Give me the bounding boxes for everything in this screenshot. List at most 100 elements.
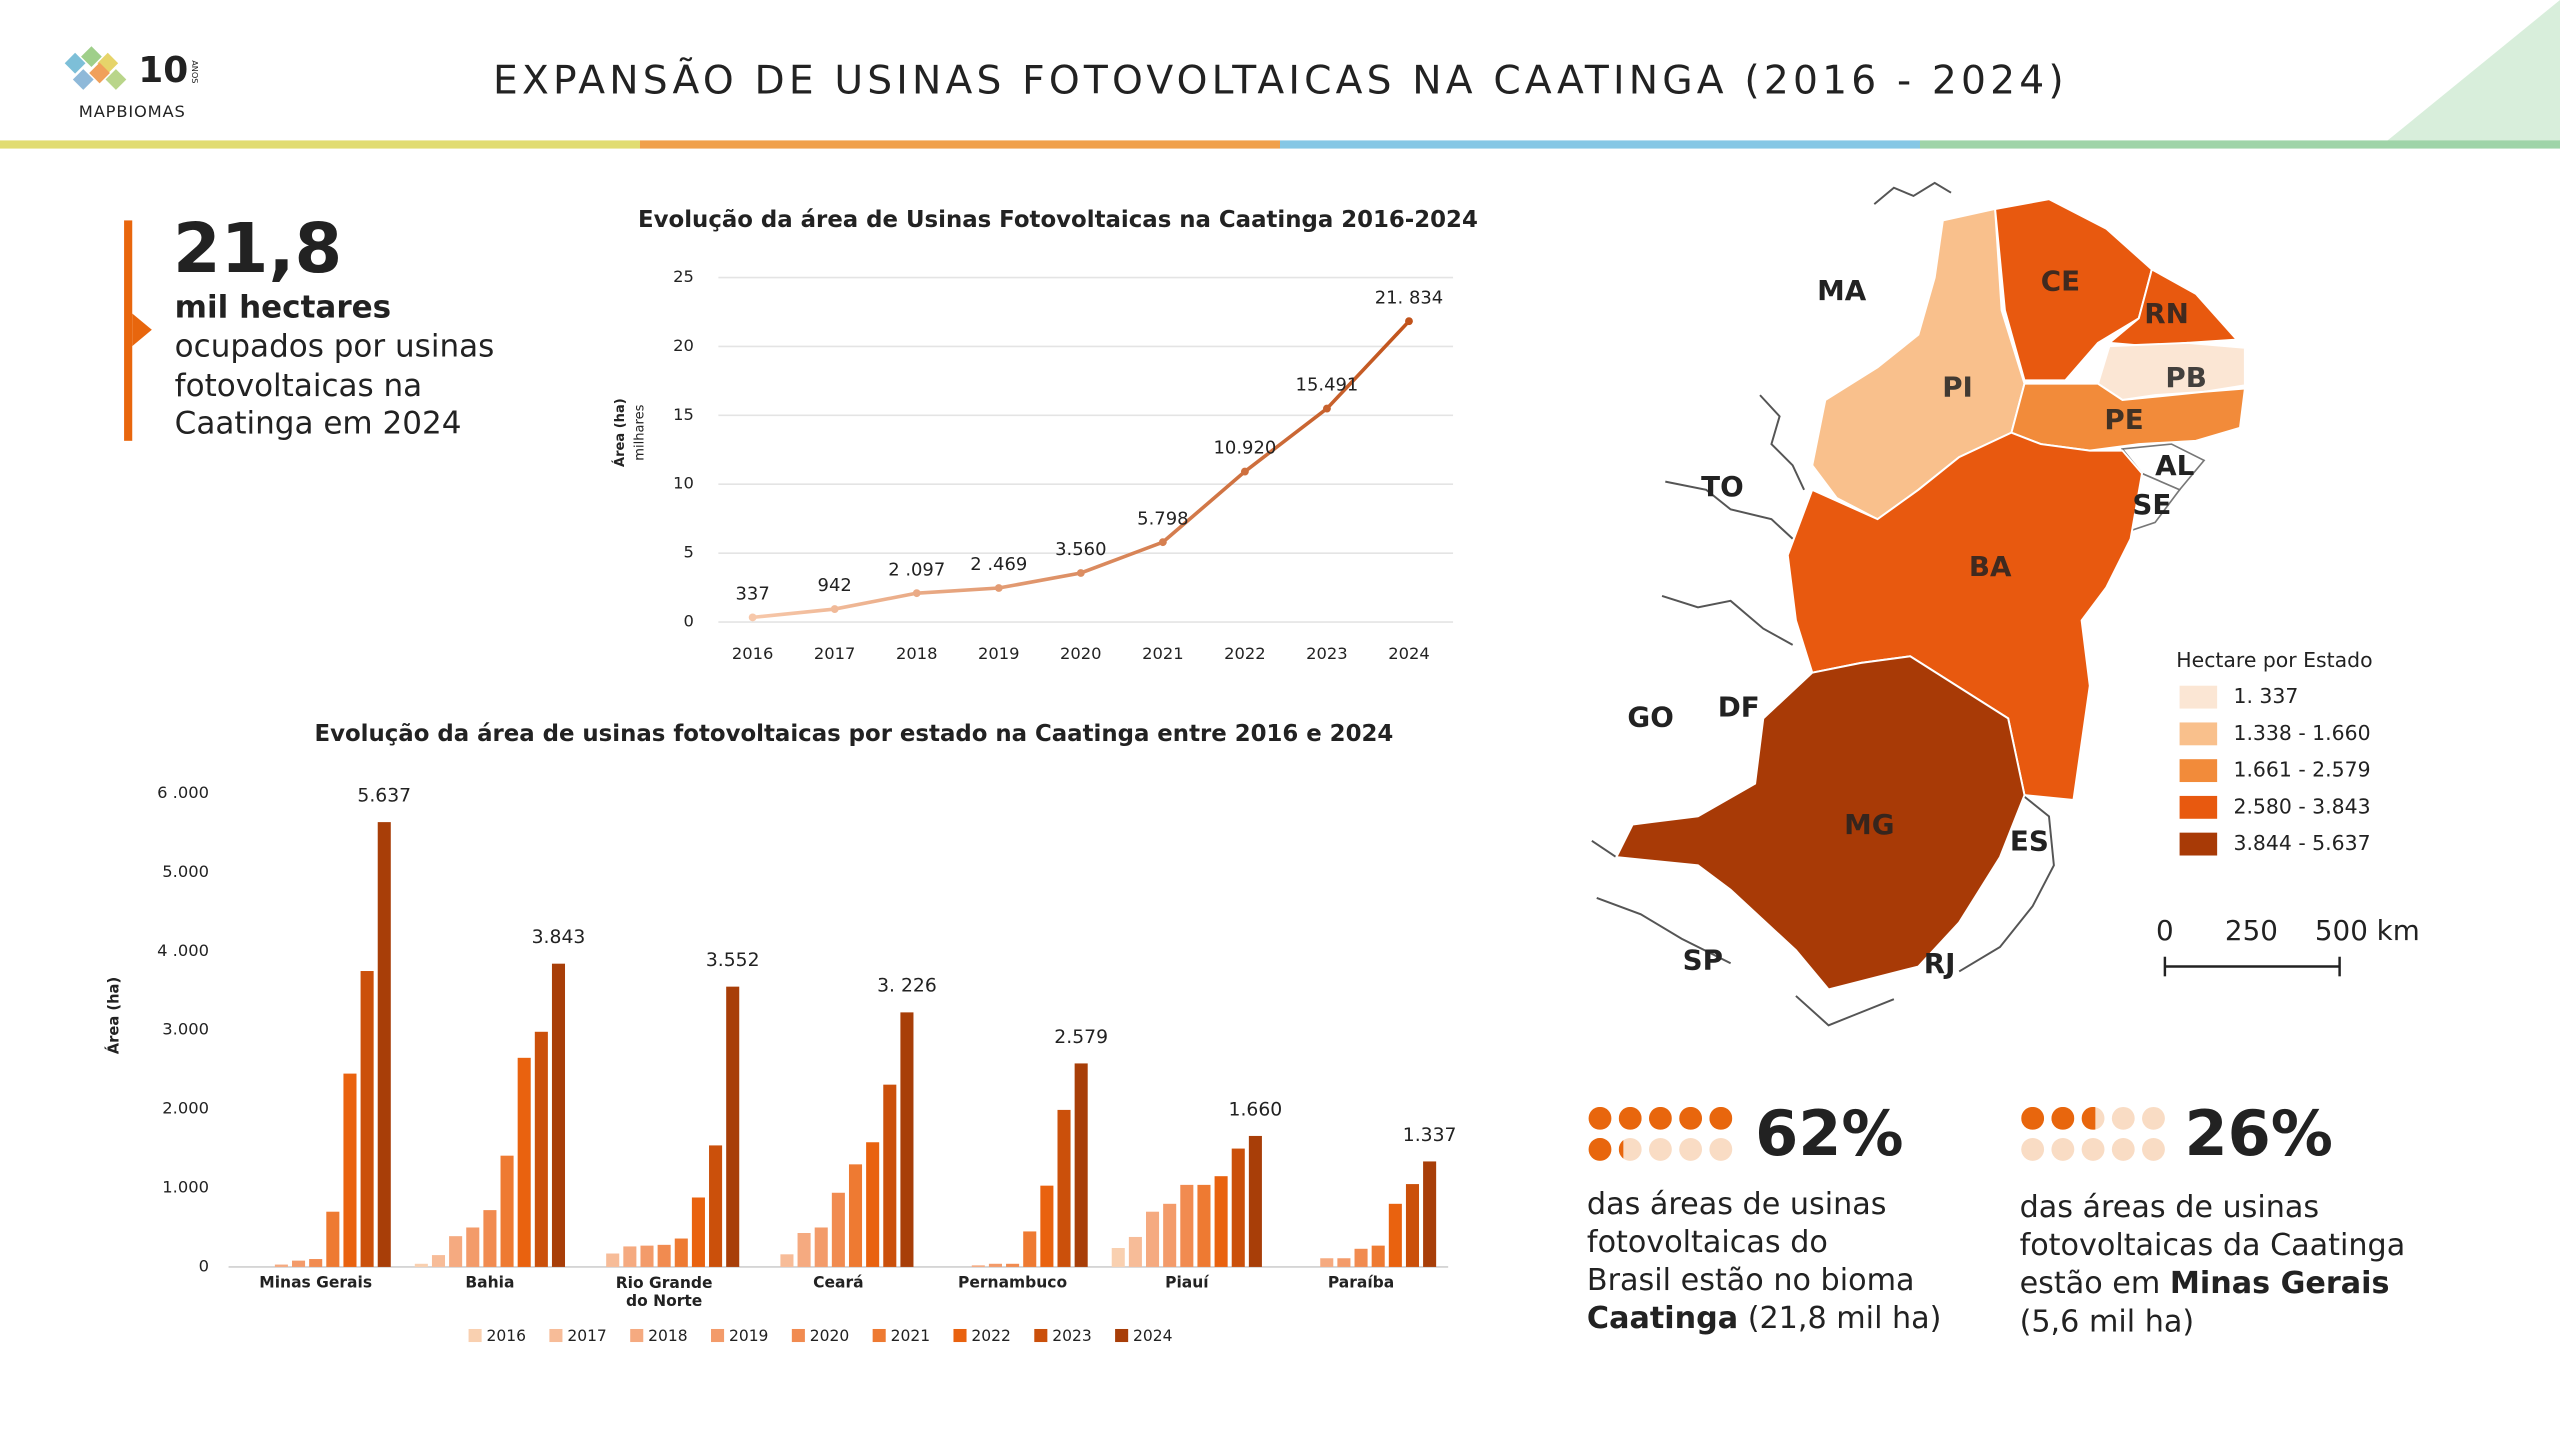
dot — [1618, 1137, 1642, 1161]
bar — [1040, 1185, 1054, 1267]
dot — [2021, 1106, 2045, 1130]
bar — [674, 1238, 688, 1267]
legend-label: 2021 — [891, 1327, 930, 1345]
bar — [360, 971, 374, 1267]
x-tick-label: Minas Gerais — [259, 1274, 372, 1292]
bar — [1231, 1148, 1245, 1267]
stat-text: (5,6 mil ha) — [2020, 1304, 2195, 1339]
legend-label: 2023 — [1052, 1327, 1091, 1345]
bar — [431, 1255, 446, 1267]
state-label: PB — [2165, 361, 2206, 394]
y-tick-label: 6 .000 — [157, 783, 209, 802]
bar — [814, 1227, 828, 1267]
stat-text-part: das áreas de usinas — [1587, 1186, 1887, 1221]
bar — [691, 1197, 705, 1267]
y-tick-label: 10 — [673, 474, 694, 493]
x-tick-label: 2024 — [1388, 644, 1430, 663]
bar — [848, 1164, 863, 1267]
y-tick-label: 3.000 — [162, 1020, 209, 1039]
bar — [1074, 1063, 1088, 1267]
legend-label: 2018 — [648, 1327, 687, 1345]
data-label: 10.920 — [1214, 438, 1277, 459]
state-label: DF — [1718, 691, 1760, 724]
bar — [988, 1263, 1002, 1267]
legend-label: 2.580 - 3.843 — [2233, 794, 2370, 818]
bar — [1423, 1161, 1437, 1267]
data-label: 1.337 — [1403, 1125, 1457, 1146]
y-tick-label: 20 — [673, 336, 694, 355]
data-label: 5.798 — [1137, 508, 1188, 529]
dot — [2111, 1137, 2135, 1161]
data-label: 3. 226 — [877, 976, 937, 997]
header-bar — [640, 140, 1280, 149]
y-tick-label: 0 — [199, 1256, 209, 1275]
data-label: 2 .469 — [970, 554, 1027, 575]
legend-swatch — [1115, 1328, 1129, 1343]
y-axis-label: Área (ha) — [104, 977, 122, 1054]
bar — [466, 1227, 480, 1267]
data-label: 1.660 — [1229, 1099, 1283, 1120]
state — [1994, 198, 2153, 382]
bar — [623, 1246, 637, 1267]
legend-label: 2024 — [1133, 1327, 1172, 1345]
bar — [517, 1057, 531, 1267]
data-label: 942 — [818, 575, 852, 596]
dot — [1618, 1106, 1642, 1130]
kpi-unit: mil hectares — [175, 290, 391, 326]
state-label: PI — [1942, 371, 1973, 404]
stat-text: Caatinga (21,8 mil ha) — [1587, 1301, 1942, 1336]
dot — [1648, 1137, 1672, 1161]
stat-text-part: (21,8 mil ha) — [1738, 1301, 1941, 1336]
state-label: RN — [2144, 297, 2189, 330]
legend-label: 2020 — [810, 1327, 849, 1345]
legend-swatch — [2179, 832, 2218, 856]
state-label: GO — [1627, 700, 1673, 733]
point — [1405, 317, 1413, 326]
bar — [1337, 1258, 1351, 1267]
stat-text: das áreas de usinas — [1587, 1186, 1887, 1221]
x-tick-label: Ceará — [813, 1274, 863, 1292]
dot — [2142, 1106, 2165, 1130]
bar — [534, 1031, 548, 1267]
data-label: 3.552 — [706, 950, 760, 971]
x-tick-label: Pernambuco — [958, 1274, 1067, 1292]
x-tick-label: 2019 — [978, 644, 1020, 663]
state-label: SP — [1683, 944, 1723, 977]
stat-value: 26% — [2184, 1097, 2332, 1170]
state-label: MG — [1844, 808, 1894, 841]
bar — [414, 1263, 428, 1267]
scale-label: 0 — [2156, 914, 2174, 947]
point — [1240, 467, 1249, 476]
legend-swatch — [549, 1328, 563, 1343]
bar — [900, 1012, 914, 1267]
dot — [1618, 1140, 1624, 1159]
legend-label: 2019 — [729, 1327, 768, 1345]
header-bar — [1920, 140, 2560, 149]
data-label: 337 — [736, 584, 770, 605]
kpi-text: fotovoltaicas na — [175, 368, 423, 404]
dot — [2021, 1137, 2045, 1161]
header-bar — [0, 140, 640, 149]
point — [1158, 538, 1167, 547]
stat-text-part: fotovoltaicas do — [1587, 1224, 1828, 1259]
point — [912, 589, 921, 598]
stat-text-part: Caatinga — [1587, 1301, 1738, 1336]
data-label: 5.637 — [357, 785, 411, 806]
y-tick-label: 5 — [683, 543, 693, 562]
map: PI CE RN PB PE BA MG MA TO GO DF AL SE ES SP RJ — [1614, 198, 2247, 991]
bar — [1320, 1258, 1334, 1267]
bar — [1128, 1236, 1142, 1267]
state-label: ES — [2010, 824, 2049, 857]
x-tick-label: 2017 — [814, 644, 856, 663]
x-tick-label: Rio Grande do Norte — [616, 1274, 713, 1310]
bar — [1405, 1184, 1420, 1267]
dot — [2051, 1106, 2075, 1130]
dot — [2081, 1106, 2096, 1130]
x-tick-label: Piauí — [1165, 1274, 1209, 1292]
data-label: 21. 834 — [1375, 287, 1443, 308]
dot — [1588, 1137, 1612, 1161]
legend-swatch — [2179, 685, 2218, 709]
bar — [831, 1192, 845, 1267]
state-label: RJ — [1924, 947, 1956, 980]
dot — [1679, 1137, 1703, 1161]
